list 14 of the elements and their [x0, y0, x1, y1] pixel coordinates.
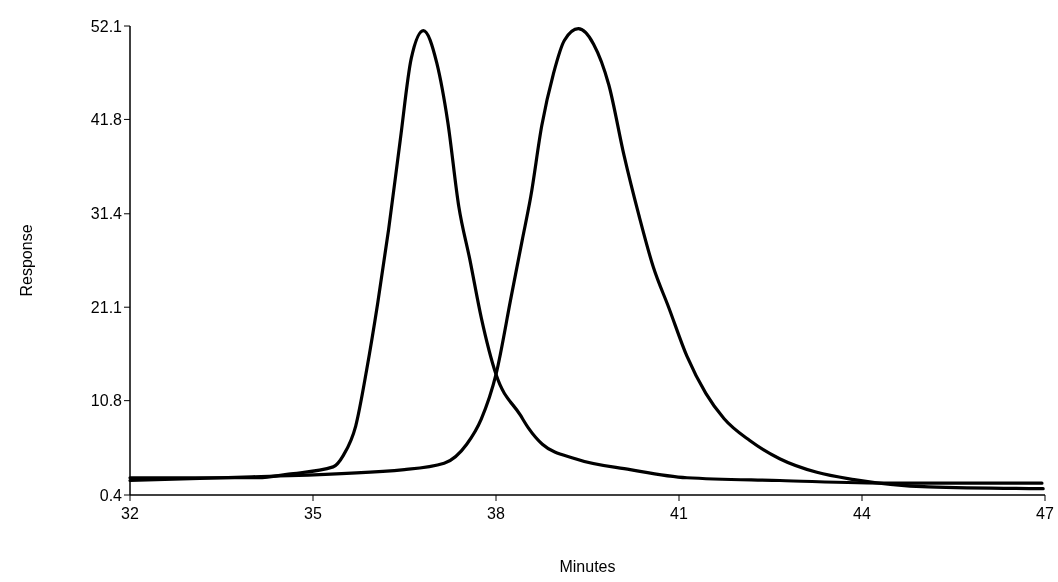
y-axis-title: Response: [18, 224, 35, 297]
x-tick-label: 47: [1036, 505, 1054, 522]
y-tick-label: 31.4: [90, 205, 123, 223]
y-tick-label: 10.8: [90, 392, 123, 410]
x-tick-label: 35: [304, 505, 322, 522]
y-tick-label: 41.8: [90, 111, 123, 129]
y-tick-label: 0.4: [99, 486, 123, 504]
x-axis-title: Minutes: [559, 558, 616, 575]
y-tick-label: 52.1: [90, 17, 123, 35]
x-tick-label: 38: [487, 505, 505, 522]
x-tick-label: 32: [121, 505, 139, 522]
x-tick-label: 41: [670, 505, 688, 522]
x-tick-label: 44: [853, 505, 871, 522]
y-tick-label: 21.1: [90, 298, 123, 316]
